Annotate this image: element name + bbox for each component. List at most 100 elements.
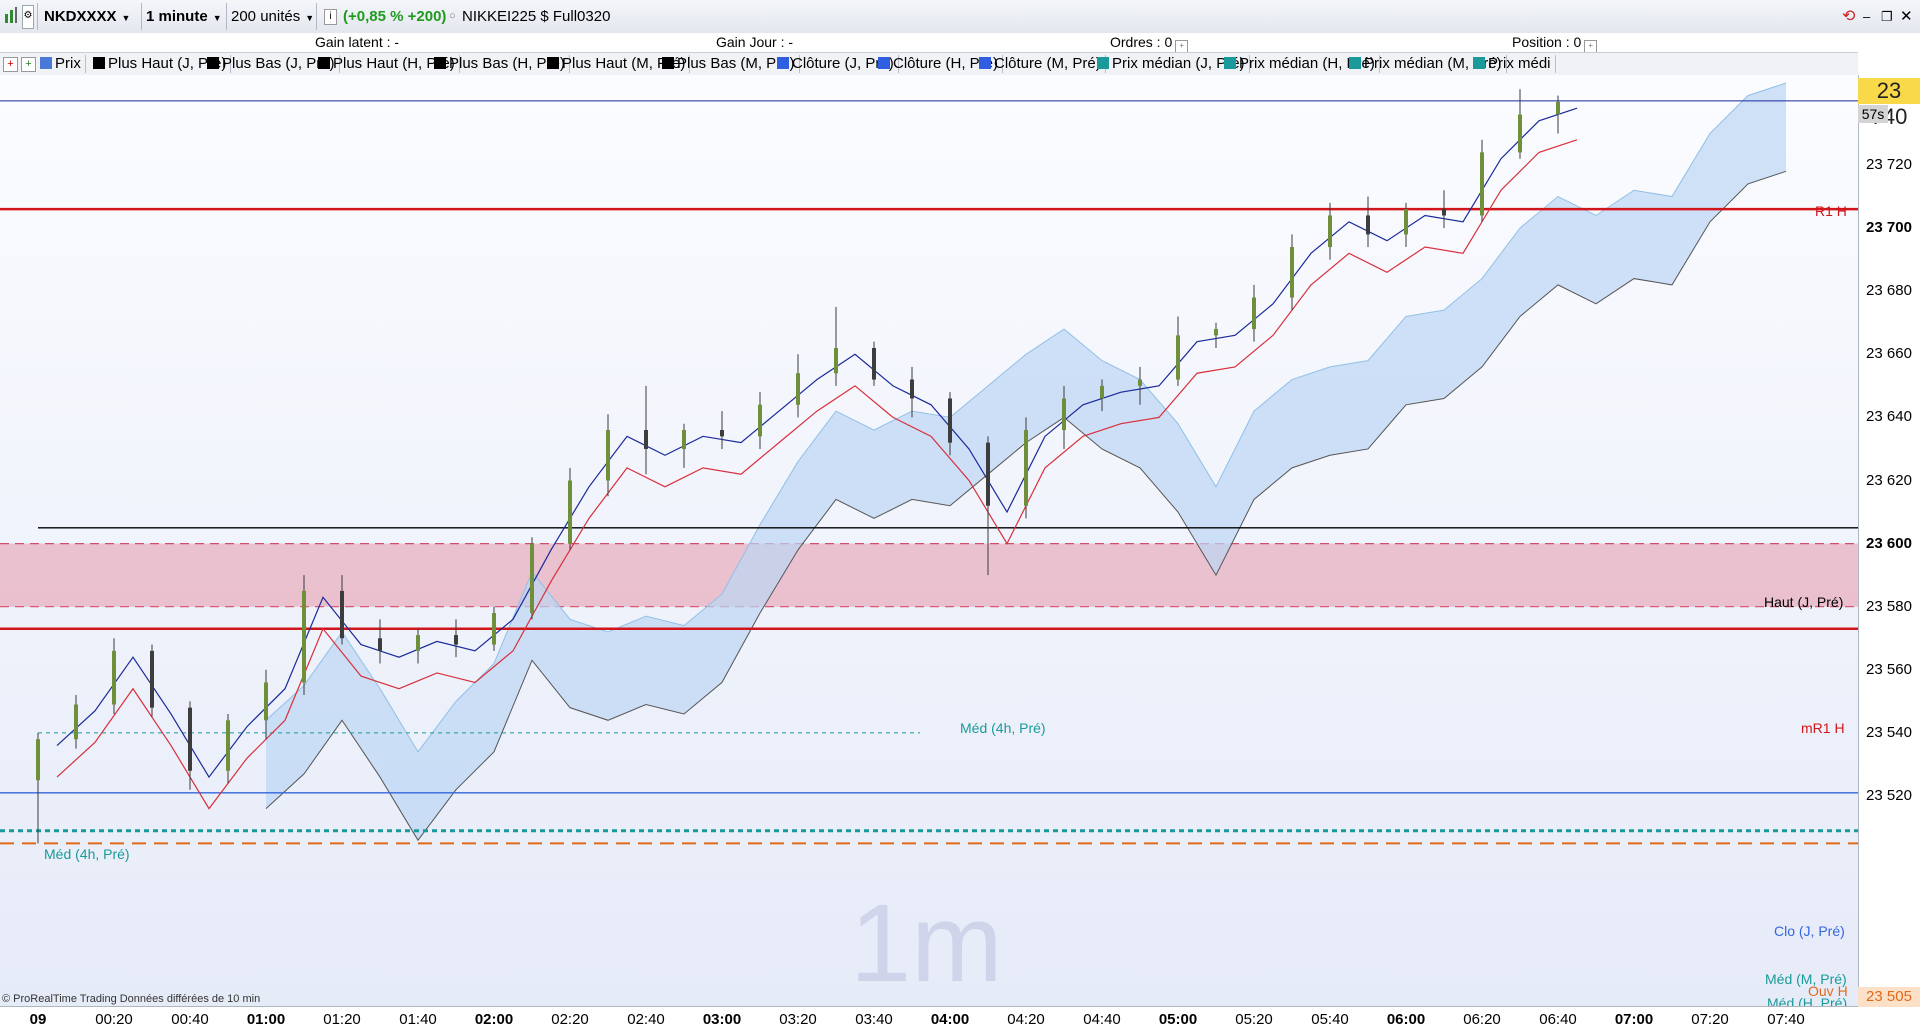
divider (316, 3, 317, 30)
time-tick-label: 04:20 (1007, 1011, 1045, 1028)
symbol-label: NKDXXXX (44, 8, 117, 25)
orders-label: Ordres : 0 (1110, 34, 1173, 50)
candle-body (1366, 215, 1370, 235)
candle-body (682, 430, 686, 449)
level-label-med-m: Méd (M, Pré) (1765, 971, 1847, 987)
cloud-area (266, 82, 1786, 841)
legend-item[interactable]: Prix médian (M, Pré) (1347, 55, 1507, 73)
legend-item[interactable]: Clôture (M, Pré) (977, 55, 1106, 73)
divider (226, 3, 227, 30)
level-label-mr1h: mR1 H (1801, 720, 1845, 736)
chart-type-icon[interactable] (4, 6, 18, 26)
level-label-med-h: Méd (H, Pré) (1767, 995, 1848, 1006)
price-axis[interactable] (1858, 75, 1920, 1006)
chevron-down-icon: ▼ (121, 13, 131, 23)
time-tick-label: 09 (29, 1011, 47, 1028)
legend-item[interactable]: Plus Haut (J, Pré) (91, 55, 232, 73)
legend-item[interactable]: Prix (38, 55, 86, 73)
legend-swatch (1349, 57, 1361, 69)
top-toolbar: ⚙ NKDXXXX ▼ 1 minute ▼ 200 unités ▼ i (+0,8… (0, 0, 1920, 34)
legend-item[interactable]: Plus Bas (J, Pré) (205, 55, 340, 73)
time-tick-label: 06:00 (1386, 1011, 1426, 1028)
candle-body (1442, 209, 1446, 216)
level-label-r1h: R1 H (1815, 203, 1847, 219)
settings-icon[interactable]: ⚙ (22, 5, 34, 29)
time-tick-label: 06:20 (1463, 1011, 1501, 1028)
instrument-label: NIKKEI225 $ Full0320 (462, 8, 611, 25)
time-tick-label: 05:40 (1311, 1011, 1349, 1028)
refresh-icon[interactable]: ⟲ (1842, 8, 1856, 25)
change-value: (+0,85 % +200) (343, 8, 447, 25)
price-chart[interactable] (0, 75, 1858, 1006)
level-label-med-4h: Méd (4h, Pré) (960, 720, 1046, 736)
candle-body (872, 347, 876, 380)
legend-swatch (777, 57, 789, 69)
legend-label: Clôture (M, Pré) (994, 55, 1101, 72)
legend-label: Plus Bas (H, Pré) (449, 55, 565, 72)
candle-body (112, 650, 116, 705)
gain-jour: Gain Jour : - (716, 34, 794, 50)
candle-body (986, 442, 990, 506)
candle-body (492, 613, 496, 645)
candle-body (720, 430, 724, 437)
price-tick-label: 23 520 (1866, 787, 1912, 804)
time-tick-label: 05:00 (1158, 1011, 1198, 1028)
candle-body (150, 650, 154, 708)
legend-label: Plus Haut (H, Pré) (333, 55, 455, 72)
time-tick-label: 07:40 (1767, 1011, 1805, 1028)
candle-body (1252, 297, 1256, 330)
chevron-down-icon: ▼ (212, 13, 222, 23)
level-label-clo-j: Clo (J, Pré) (1774, 923, 1845, 939)
time-tick-label: 01:40 (399, 1011, 437, 1028)
price-tick-label: 23 640 (1866, 408, 1912, 426)
candle-body (568, 480, 572, 544)
timeframe-selector[interactable]: 1 minute ▼ (146, 4, 222, 29)
legend-item[interactable]: Clôture (J, Pré) (775, 55, 899, 73)
divider (37, 3, 38, 30)
add-indicator-icon[interactable]: + (3, 57, 18, 72)
blue-line (56, 107, 1578, 779)
legend-item[interactable]: Prix médi (1471, 55, 1556, 73)
legend-item[interactable]: Plus Bas (H, Pré) (432, 55, 570, 73)
legend-label: Prix médian (H, Pré) (1239, 55, 1375, 72)
legend-label: Prix médian (J, Pré) (1112, 55, 1245, 72)
legend-swatch (662, 57, 674, 69)
legend-swatch (318, 57, 330, 69)
last-price-box: 23 740 (1858, 78, 1920, 129)
time-tick-label: 01:20 (323, 1011, 361, 1028)
position: Position : 0 + (1512, 33, 1598, 53)
price-tick-label: 23 720 (1866, 156, 1912, 173)
candle-body (454, 635, 458, 645)
legend-item[interactable]: Plus Bas (M, Pré) (660, 55, 800, 73)
candle-body (530, 543, 534, 614)
legend-item[interactable]: Plus Haut (H, Pré) (316, 55, 460, 73)
timeframe-watermark: 1m (850, 882, 1003, 1005)
time-tick-label: 03:20 (779, 1011, 817, 1028)
time-tick-label: 02:00 (474, 1011, 514, 1028)
candle-body (1556, 101, 1560, 115)
legend-item[interactable]: Prix médian (J, Pré) (1095, 55, 1250, 73)
legend-label: Plus Haut (J, Pré) (108, 55, 227, 72)
candle-body (1138, 379, 1142, 386)
symbol-selector[interactable]: NKDXXXX ▼ (44, 4, 130, 29)
time-tick-label: 02:20 (551, 1011, 589, 1028)
candle-body (644, 430, 648, 449)
pivot-zone (0, 543, 1858, 607)
legend-swatch (93, 57, 105, 69)
legend-item[interactable]: Plus Haut (M, Pré) (545, 55, 691, 73)
info-icon[interactable]: i (324, 9, 337, 25)
candle-body (1176, 335, 1180, 380)
time-axis[interactable] (0, 1006, 1920, 1034)
minimize-icon[interactable]: – (1863, 9, 1871, 24)
legend-swatch (979, 57, 991, 69)
account-info-bar: Gain latent : - Gain Jour : - Ordres : 0… (0, 33, 1920, 53)
red-line (56, 139, 1578, 810)
restore-icon[interactable]: ❐ (1881, 9, 1893, 24)
cloud-upper-line (265, 82, 1787, 753)
legend-item[interactable]: Prix médian (H, Pré) (1222, 55, 1380, 73)
add-indicator-icon[interactable]: + (21, 57, 36, 72)
legend-item[interactable]: Clôture (H, Pré) (876, 55, 1004, 73)
close-icon[interactable]: ✕ (1900, 8, 1913, 25)
candle-body (188, 707, 192, 771)
units-selector[interactable]: 200 unités ▼ (231, 4, 314, 29)
